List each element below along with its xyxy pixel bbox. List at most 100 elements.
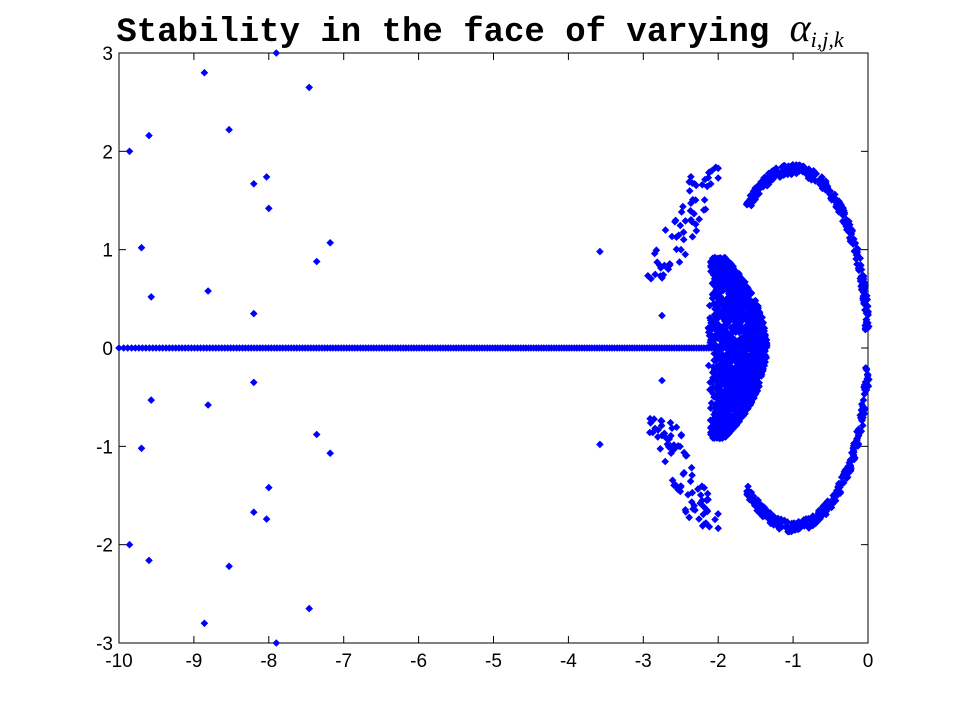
- data-point: [819, 501, 828, 510]
- data-point: [832, 200, 841, 208]
- data-point: [741, 409, 749, 418]
- data-point: [652, 246, 661, 254]
- data-point: [687, 199, 695, 207]
- data-point: [710, 318, 719, 326]
- x-tick-label: -2: [710, 651, 727, 672]
- data-point: [723, 320, 731, 328]
- data-point: [123, 344, 132, 352]
- data-point: [731, 317, 739, 326]
- data-point: [735, 296, 743, 304]
- data-point: [137, 243, 146, 252]
- data-point: [714, 510, 722, 518]
- data-point: [748, 326, 756, 334]
- data-point: [839, 217, 847, 226]
- data-point: [666, 418, 675, 427]
- data-point: [690, 502, 698, 510]
- data-point: [711, 515, 719, 524]
- data-point: [708, 294, 717, 303]
- data-point: [722, 350, 731, 359]
- data-point: [847, 230, 856, 238]
- data-point: [657, 416, 665, 425]
- data-point: [710, 393, 718, 401]
- data-point: [655, 261, 664, 269]
- data-point: [677, 431, 686, 440]
- data-point: [707, 399, 716, 407]
- data-point: [703, 507, 712, 516]
- data-point: [647, 274, 655, 283]
- data-point: [704, 361, 713, 370]
- data-point: [677, 245, 685, 254]
- data-point: [835, 197, 843, 205]
- data-point: [712, 326, 720, 334]
- data-point: [760, 174, 768, 182]
- data-point: [745, 305, 753, 313]
- data-point: [200, 619, 209, 628]
- data-point: [663, 440, 672, 448]
- data-point: [701, 175, 709, 184]
- data-point: [656, 272, 665, 280]
- y-tick-label: -3: [96, 634, 113, 655]
- data-point: [733, 411, 742, 419]
- data-point: [846, 237, 855, 246]
- data-point: [709, 415, 718, 423]
- data-point: [732, 369, 740, 378]
- data-point: [751, 184, 759, 192]
- data-point: [737, 334, 746, 342]
- data-point: [204, 401, 212, 409]
- data-point: [738, 276, 746, 284]
- data-point: [760, 353, 769, 361]
- data-point: [718, 423, 727, 431]
- data-point: [712, 304, 720, 313]
- data-point: [651, 424, 659, 433]
- data-point: [734, 385, 742, 394]
- data-point: [823, 498, 831, 506]
- data-point: [689, 505, 697, 513]
- data-point: [755, 506, 763, 515]
- data-point: [679, 235, 688, 244]
- data-point: [716, 254, 724, 262]
- data-point: [685, 513, 693, 522]
- data-point: [831, 496, 840, 505]
- data-point: [809, 521, 817, 530]
- data-point: [677, 208, 686, 216]
- data-point: [707, 324, 716, 333]
- data-point: [713, 394, 721, 403]
- data-point: [864, 307, 872, 316]
- data-point: [792, 169, 801, 178]
- data-point: [667, 449, 675, 457]
- x-tick-label: -9: [185, 651, 202, 672]
- data-point: [686, 207, 695, 215]
- data-point: [699, 510, 708, 519]
- data-point: [700, 206, 708, 214]
- data-point: [709, 390, 717, 398]
- data-point: [805, 168, 813, 176]
- data-point: [818, 177, 827, 185]
- data-point: [691, 196, 700, 204]
- data-point: [704, 173, 713, 182]
- data-point: [644, 272, 652, 280]
- data-point: [717, 389, 725, 397]
- data-point: [272, 49, 281, 57]
- data-point: [794, 161, 803, 170]
- x-tick-label: -5: [485, 651, 502, 672]
- data-point: [861, 364, 870, 372]
- data-point: [724, 414, 732, 423]
- data-point: [115, 344, 123, 352]
- data-point: [853, 260, 861, 268]
- data-point: [820, 509, 829, 517]
- data-point: [721, 373, 730, 382]
- data-point: [688, 471, 696, 479]
- data-point: [326, 449, 334, 457]
- data-point: [145, 556, 153, 565]
- data-point: [733, 339, 741, 348]
- data-point: [661, 226, 670, 234]
- data-point: [700, 503, 708, 511]
- data-point: [125, 147, 134, 156]
- data-point: [649, 428, 657, 437]
- data-point: [709, 383, 718, 391]
- data-point: [706, 416, 715, 425]
- data-point: [716, 278, 725, 287]
- data-point: [667, 432, 675, 440]
- data-point: [720, 354, 728, 362]
- data-point: [687, 463, 696, 472]
